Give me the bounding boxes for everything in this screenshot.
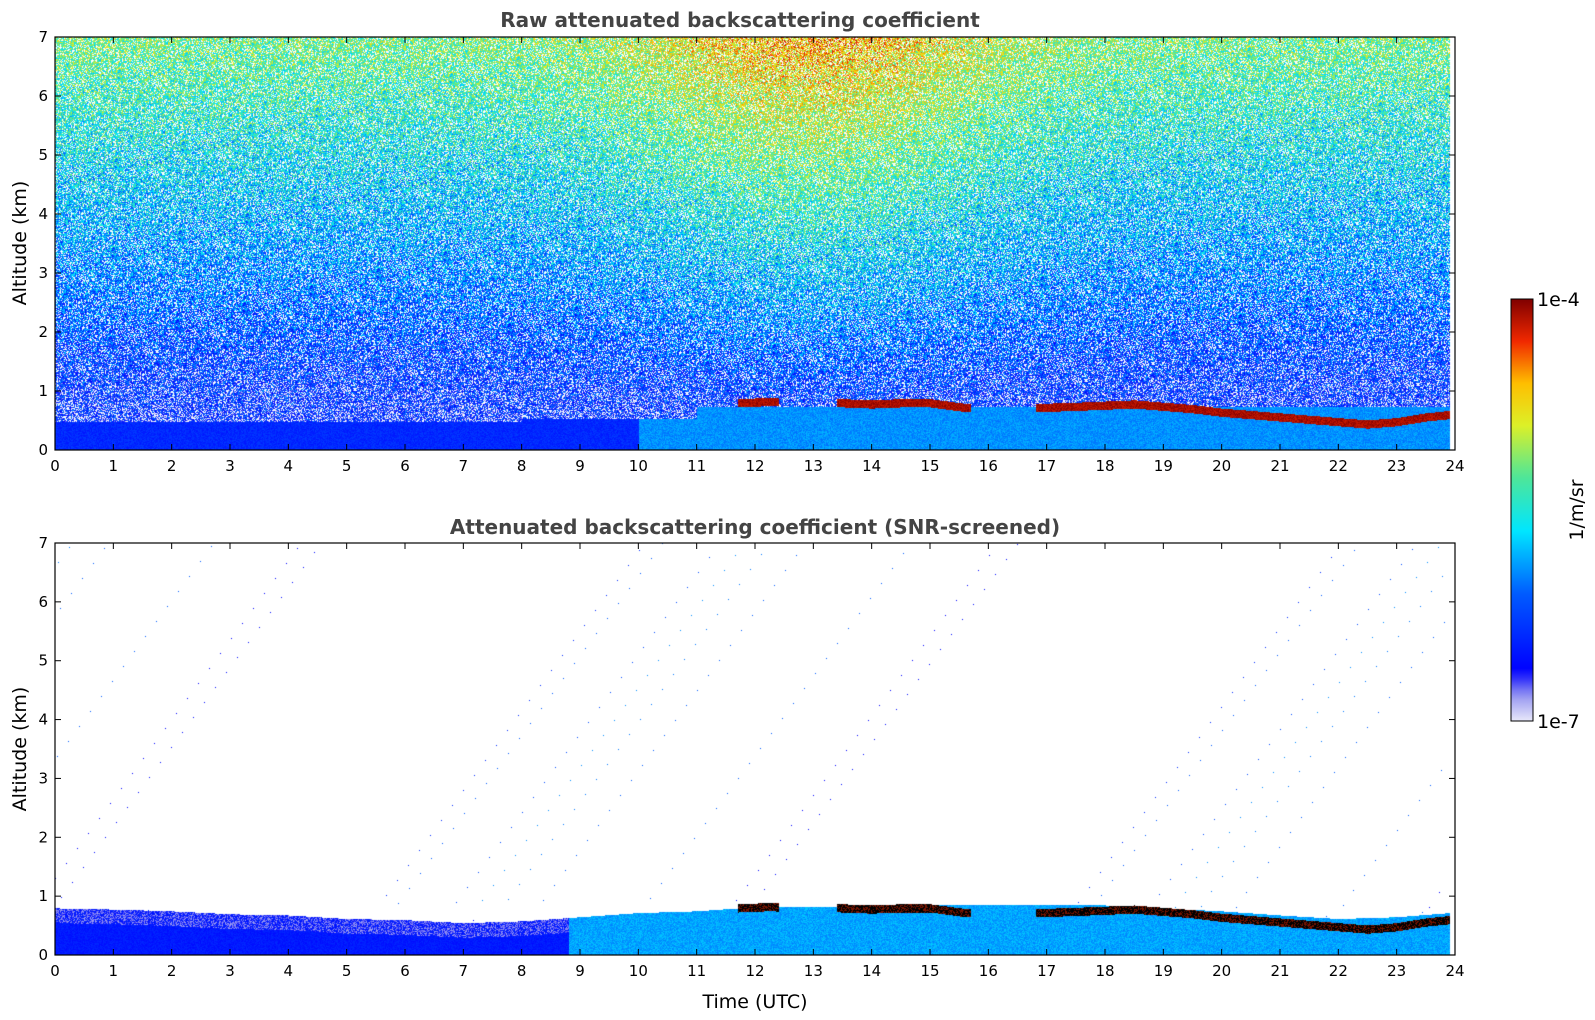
x-tick-label: 10 (629, 457, 648, 475)
x-tick-label: 13 (804, 457, 823, 475)
x-tick-label: 11 (687, 457, 706, 475)
y-tick-label: 0 (38, 441, 48, 459)
x-tick-label: 1 (109, 457, 119, 475)
x-tick-label: 21 (1270, 457, 1289, 475)
x-tick-label: 9 (575, 457, 585, 475)
panel-screened-heatmap (55, 543, 1455, 955)
y-tick-label: 1 (38, 887, 48, 905)
panel-raw-x-ticks: 0 1 2 3 4 5 6 7 8 9 10 11 12 13 14 15 16 17 18 19 20 21 22 23 24 (50, 37, 1465, 475)
x-tick-label: 21 (1270, 962, 1289, 980)
panel-raw-y-ticks: 0 1 2 3 4 5 6 7 (38, 28, 1455, 459)
x-tick-label: 5 (342, 457, 352, 475)
x-tick-label: 8 (517, 962, 527, 980)
panel-screened-xlabel: Time (UTC) (701, 991, 807, 1013)
y-tick-label: 3 (38, 264, 48, 282)
colorbar-gradient (1510, 298, 1534, 722)
x-tick-label: 23 (1387, 962, 1406, 980)
panel-raw-ylabel: Altitude (km) (9, 181, 31, 306)
panel-screened-x-ticks: 0 1 2 3 4 5 6 7 8 9 10 11 12 13 14 15 16 17 18 19 20 21 22 23 24 (50, 543, 1465, 980)
x-tick-label: 3 (225, 962, 235, 980)
panel-raw-heatmap (55, 37, 1455, 450)
panel-screened-y-ticks: 0 1 2 3 4 5 6 7 (38, 534, 1455, 964)
x-tick-label: 15 (920, 457, 939, 475)
x-tick-label: 7 (459, 962, 469, 980)
x-tick-label: 19 (1154, 962, 1173, 980)
x-tick-label: 18 (1095, 457, 1114, 475)
x-tick-label: 1 (109, 962, 119, 980)
x-tick-label: 12 (745, 457, 764, 475)
x-tick-label: 15 (920, 962, 939, 980)
panel-raw: Raw attenuated backscattering coefficien… (9, 8, 1465, 475)
x-tick-label: 14 (862, 962, 881, 980)
x-tick-label: 19 (1154, 457, 1173, 475)
x-tick-label: 2 (167, 962, 177, 980)
y-tick-label: 2 (38, 323, 48, 341)
x-tick-label: 22 (1329, 962, 1348, 980)
y-tick-label: 3 (38, 769, 48, 787)
x-tick-label: 17 (1037, 457, 1056, 475)
x-tick-label: 16 (979, 962, 998, 980)
panel-screened: Attenuated backscattering coefficient (S… (9, 515, 1465, 1013)
colorbar-max-label: 1e-4 (1537, 289, 1580, 311)
y-tick-label: 4 (38, 205, 48, 223)
x-tick-label: 2 (167, 457, 177, 475)
y-tick-label: 0 (38, 946, 48, 964)
y-tick-label: 5 (38, 652, 48, 670)
x-tick-label: 6 (400, 962, 410, 980)
x-tick-label: 3 (225, 457, 235, 475)
x-tick-label: 20 (1212, 962, 1231, 980)
y-tick-label: 4 (38, 711, 48, 729)
x-tick-label: 24 (1445, 962, 1464, 980)
panel-screened-ylabel: Altitude (km) (9, 687, 31, 812)
x-tick-label: 20 (1212, 457, 1231, 475)
x-tick-label: 4 (284, 962, 294, 980)
y-tick-label: 7 (38, 534, 48, 552)
x-tick-label: 9 (575, 962, 585, 980)
x-tick-label: 14 (862, 457, 881, 475)
colorbar: 1e-4 1e-7 1/m/sr (1510, 289, 1588, 733)
x-tick-label: 11 (687, 962, 706, 980)
x-tick-label: 10 (629, 962, 648, 980)
y-tick-label: 6 (38, 87, 48, 105)
colorbar-min-label: 1e-7 (1537, 711, 1580, 733)
y-tick-label: 7 (38, 28, 48, 46)
panel-screened-title: Attenuated backscattering coefficient (S… (450, 515, 1060, 539)
x-tick-label: 17 (1037, 962, 1056, 980)
y-tick-label: 2 (38, 828, 48, 846)
x-tick-label: 0 (50, 457, 60, 475)
panel-raw-title: Raw attenuated backscattering coefficien… (500, 8, 980, 32)
y-tick-label: 6 (38, 593, 48, 611)
x-tick-label: 5 (342, 962, 352, 980)
colorbar-unit-label: 1/m/sr (1566, 479, 1588, 540)
x-tick-label: 18 (1095, 962, 1114, 980)
x-tick-label: 16 (979, 457, 998, 475)
x-tick-label: 8 (517, 457, 527, 475)
x-tick-label: 23 (1387, 457, 1406, 475)
x-tick-label: 6 (400, 457, 410, 475)
y-tick-label: 5 (38, 146, 48, 164)
x-tick-label: 0 (50, 962, 60, 980)
x-tick-label: 22 (1329, 457, 1348, 475)
x-tick-label: 13 (804, 962, 823, 980)
x-tick-label: 24 (1445, 457, 1464, 475)
x-tick-label: 7 (459, 457, 469, 475)
x-tick-label: 4 (284, 457, 294, 475)
y-tick-label: 1 (38, 382, 48, 400)
x-tick-label: 12 (745, 962, 764, 980)
